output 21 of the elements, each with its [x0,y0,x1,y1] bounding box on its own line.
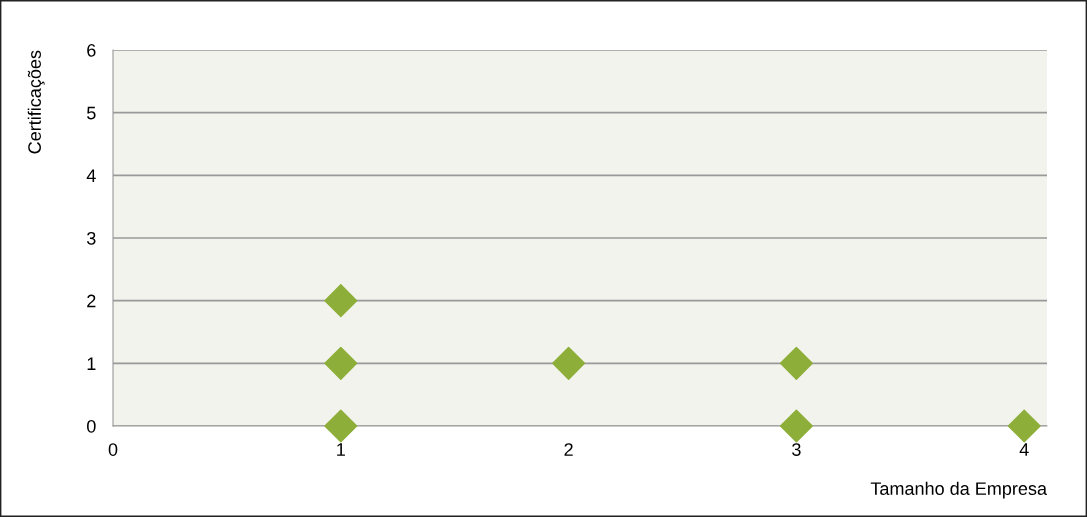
y-tick-label: 6 [87,43,96,57]
y-tick-label: 5 [87,106,96,120]
point [779,346,813,380]
point [324,284,358,318]
x-tick-label: 0 [108,443,118,456]
y-tick-label: 1 [87,357,96,370]
x-axis-title: Tamanho da Empresa [870,481,1048,499]
y-tick-label: 0 [87,419,96,433]
point [1007,409,1041,443]
y-tick-label: 3 [86,231,96,245]
point [779,409,813,443]
x-tick-label: 3 [792,443,801,456]
point [324,346,358,380]
x-tick-label: 2 [564,443,573,456]
x-tick-label: 4 [1019,443,1029,456]
y-axis-title: Certificações [27,50,45,154]
point [324,409,358,443]
y-tick-label: 2 [87,294,96,308]
y-tick-label: 4 [86,169,96,182]
point [552,346,586,380]
x-tick-label: 1 [337,443,345,456]
